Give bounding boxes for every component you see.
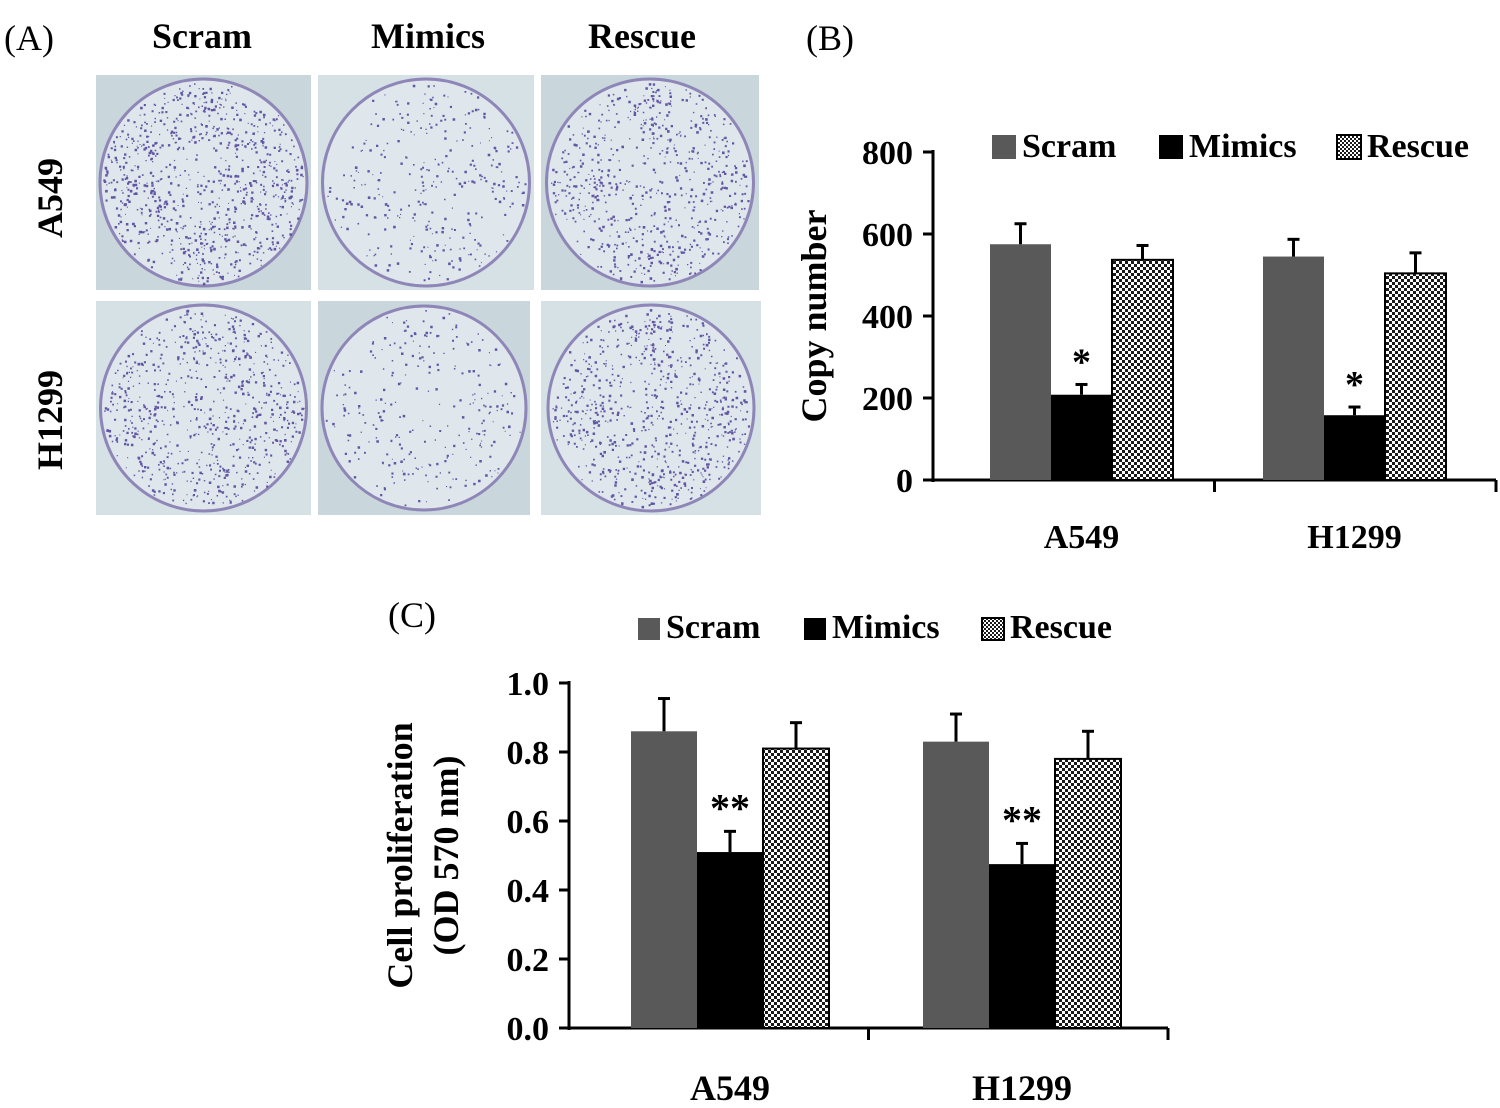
significance-marker: *	[1072, 341, 1091, 383]
legend-swatch-scram	[992, 135, 1016, 159]
significance-marker: **	[710, 785, 750, 830]
plate-a549-scram	[96, 75, 311, 290]
panel-c: (C) 0.0 0.2 0.4 0.6 0.8 1.0 ** A549 ** H1299 Scram…	[380, 595, 1170, 1108]
bar-scram-h1299	[1263, 256, 1324, 480]
x-category-label: H1299	[972, 1068, 1072, 1108]
legend-label-scram: Scram	[1022, 128, 1116, 165]
significance-marker: *	[1345, 364, 1364, 406]
x-category-label: A549	[1044, 519, 1120, 556]
plate-grid	[96, 75, 761, 515]
x-category-label: H1299	[1307, 519, 1401, 556]
y-tick-label: 200	[862, 381, 913, 418]
bar-rescue-a549	[762, 747, 830, 1029]
y-tick-label: 400	[862, 299, 913, 336]
colonies	[552, 309, 751, 509]
legend-swatch-scram	[638, 618, 660, 640]
dish	[98, 77, 309, 288]
bar-mimics-a549	[1051, 394, 1112, 480]
plate-h1299-scram	[96, 301, 311, 515]
legend-swatch-mimics	[1159, 135, 1183, 159]
plate-h1299-mimics	[318, 301, 530, 515]
x-category-label: A549	[690, 1068, 770, 1108]
plate-a549-rescue	[541, 75, 759, 290]
panel-a: (A) Scram Mimics Rescue A549 H1299	[4, 16, 761, 515]
legend-label-mimics: Mimics	[1189, 128, 1297, 165]
legend-swatch-mimics	[804, 618, 826, 640]
y-tick-label: 0.2	[507, 942, 550, 979]
col-header-mimics: Mimics	[371, 16, 485, 56]
y-axis-label: (OD 570 nm)	[426, 756, 466, 956]
y-tick-label: 800	[862, 135, 913, 172]
panel-b-label: (B)	[806, 18, 854, 58]
y-tick-label: 0.8	[507, 735, 550, 772]
bar-rescue-a549	[1111, 258, 1174, 481]
dish	[321, 77, 531, 288]
panel-b: (B) 0 200 400 600 800 * A549 * H1299 Scram Mimics R…	[794, 18, 1498, 556]
row-header-a549: A549	[30, 158, 70, 238]
bar-scram-h1299	[923, 741, 989, 1028]
legend-label-rescue: Rescue	[1367, 128, 1469, 165]
panel-a-label: (A)	[4, 18, 54, 58]
chart-c: 0.0 0.2 0.4 0.6 0.8 1.0 ** A549 ** H1299 Scram Mimi…	[380, 609, 1170, 1108]
chart-b: 0 200 400 600 800 * A549 * H1299 Scram Mimics Rescu…	[794, 128, 1498, 556]
bar-mimics-a549	[697, 852, 763, 1028]
legend-swatch-rescue	[1336, 134, 1362, 160]
bar-scram-a549	[631, 731, 697, 1028]
bar-mimics-h1299	[989, 864, 1055, 1028]
plate-a549-mimics	[318, 75, 534, 290]
bar-rescue-h1299	[1384, 272, 1447, 481]
bar-scram-a549	[990, 244, 1051, 480]
legend-label-rescue: Rescue	[1010, 609, 1112, 646]
y-tick-label: 600	[862, 217, 913, 254]
y-axis-label: Copy number	[794, 209, 834, 422]
bar-rescue-h1299	[1054, 757, 1122, 1030]
dish	[320, 304, 528, 512]
y-tick-label: 0.4	[507, 873, 550, 910]
y-tick-label: 0.0	[507, 1011, 550, 1048]
y-axis-label: Cell proliferation	[380, 722, 420, 988]
significance-marker: **	[1002, 797, 1042, 842]
colonies	[551, 83, 750, 284]
row-header-h1299: H1299	[30, 370, 70, 470]
y-tick-label: 1.0	[507, 666, 550, 703]
colonies	[103, 83, 304, 286]
legend-label-mimics: Mimics	[832, 609, 940, 646]
panel-c-label: (C)	[388, 595, 436, 635]
dish	[99, 303, 308, 513]
legend-swatch-rescue	[981, 617, 1005, 641]
col-header-rescue: Rescue	[588, 16, 696, 56]
bar-mimics-h1299	[1324, 415, 1385, 480]
col-header-scram: Scram	[152, 16, 252, 56]
colonies	[104, 309, 305, 505]
y-tick-label: 0.6	[507, 804, 550, 841]
y-tick-label: 0	[896, 463, 913, 500]
plate-h1299-rescue	[541, 301, 761, 515]
legend-label-scram: Scram	[666, 609, 760, 646]
